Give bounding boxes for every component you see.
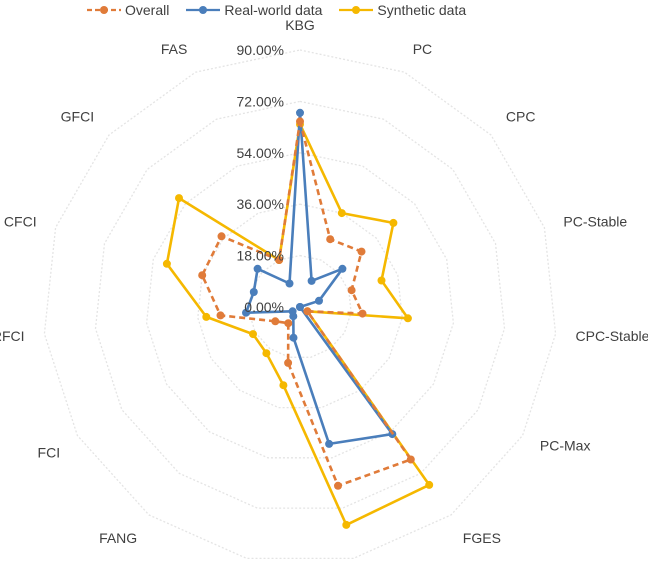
- data-point: [403, 314, 412, 323]
- data-point: [307, 276, 316, 285]
- category-label: FGES: [463, 530, 501, 546]
- legend-item-overall: Overall: [86, 2, 169, 18]
- data-point: [389, 218, 398, 227]
- category-label: PC-Max: [540, 438, 591, 454]
- category-label: PC-Stable: [563, 213, 627, 229]
- legend-item-synthetic: Synthetic data: [338, 2, 466, 18]
- radial-tick-label: 90.00%: [237, 42, 284, 58]
- data-point: [198, 271, 207, 280]
- data-point: [279, 381, 288, 390]
- data-point: [296, 108, 304, 117]
- data-point: [296, 303, 304, 311]
- data-point: [284, 358, 293, 367]
- legend-item-real-world: Real-world data: [185, 2, 322, 18]
- category-label: RFCI: [0, 328, 25, 344]
- data-point: [342, 520, 351, 529]
- radar-series: [162, 108, 434, 529]
- grid-ring: [145, 152, 455, 459]
- data-point: [315, 296, 323, 305]
- data-point: [326, 235, 335, 244]
- data-point: [347, 286, 356, 295]
- data-point: [242, 308, 250, 317]
- radial-tick-label: 36.00%: [237, 196, 284, 212]
- category-label: FCI: [38, 445, 61, 461]
- category-label: FAS: [161, 41, 187, 57]
- data-point: [202, 312, 211, 321]
- data-point: [289, 333, 298, 342]
- data-point: [249, 330, 257, 339]
- data-point: [325, 439, 334, 448]
- data-point: [175, 194, 183, 203]
- radar-labels: 0.00% 18.00% 36.00% 54.00% 72.00% 90.00%KBG PC…: [0, 17, 648, 577]
- data-point: [271, 317, 280, 326]
- data-point: [377, 276, 386, 285]
- legend-swatch-real-world: [186, 6, 221, 14]
- data-point: [406, 455, 415, 464]
- data-point: [285, 279, 294, 288]
- legend-label-real-world: Real-world data: [224, 2, 323, 18]
- data-point: [357, 247, 366, 256]
- radial-tick-label: 72.00%: [237, 93, 284, 109]
- data-point: [288, 307, 297, 316]
- radial-tick-label: 54.00%: [237, 145, 284, 161]
- legend-swatch-synthetic: [339, 6, 374, 14]
- data-point: [303, 307, 312, 316]
- data-point: [358, 309, 367, 318]
- category-label: CPC-Stable: [576, 328, 648, 344]
- category-label: KBG: [285, 17, 315, 33]
- category-label: GFCI: [61, 109, 94, 125]
- data-point: [425, 480, 434, 489]
- data-point: [296, 117, 304, 126]
- category-label: FANG: [99, 530, 137, 546]
- chart-legend: Overall Real-world data Synthetic data: [86, 0, 482, 20]
- data-point: [337, 209, 346, 218]
- data-point: [249, 288, 258, 296]
- data-point: [162, 259, 171, 268]
- series-line: [200, 120, 413, 488]
- data-point: [284, 319, 293, 328]
- data-point: [334, 481, 342, 490]
- radial-tick-label: 0.00%: [244, 299, 284, 315]
- legend-label-synthetic: Synthetic data: [377, 2, 467, 18]
- radial-tick-label: 18.00%: [237, 248, 284, 264]
- legend-swatch-overall: [87, 6, 121, 14]
- category-label: PC: [413, 41, 432, 57]
- grid-ring: [43, 49, 557, 560]
- data-point: [253, 264, 262, 273]
- category-label: CFCI: [4, 213, 37, 229]
- data-point: [275, 256, 284, 264]
- category-label: CPC: [506, 109, 536, 125]
- grid-ring: [94, 100, 506, 509]
- data-point: [338, 264, 347, 273]
- legend-label-overall: Overall: [125, 2, 170, 18]
- data-point: [216, 311, 225, 320]
- data-point: [217, 232, 226, 241]
- grid-ring: [197, 203, 403, 409]
- series-line: [165, 122, 431, 527]
- data-point: [262, 349, 271, 358]
